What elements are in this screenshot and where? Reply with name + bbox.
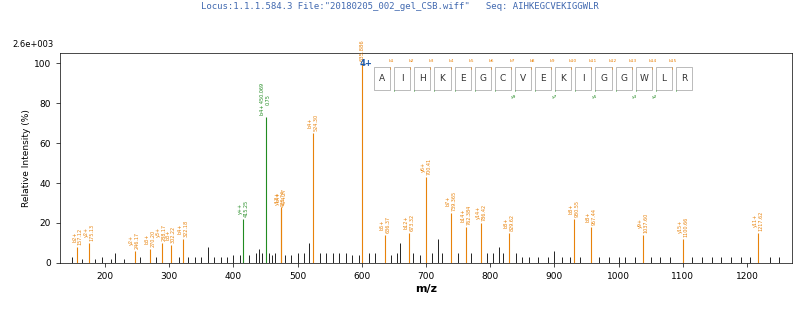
Text: G: G: [620, 74, 627, 83]
Text: y14+
786.42: y14+ 786.42: [476, 204, 487, 221]
Text: b12+
673.32: b12+ 673.32: [403, 214, 414, 231]
Text: b4: b4: [449, 59, 454, 63]
Text: b8+
829.62: b8+ 829.62: [504, 214, 514, 231]
Y-axis label: Relative Intensity (%): Relative Intensity (%): [22, 109, 31, 207]
Text: b12: b12: [609, 59, 617, 63]
Text: b2+
157.12: b2+ 157.12: [72, 228, 83, 245]
Text: H: H: [419, 74, 426, 83]
Text: W: W: [639, 74, 648, 83]
Text: b4+
474.27: b4+ 474.27: [276, 188, 286, 205]
Text: b8: b8: [530, 59, 534, 63]
Text: y9+
1037.60: y9+ 1037.60: [638, 213, 648, 233]
Text: b14: b14: [649, 59, 657, 63]
Bar: [575, 67, 591, 90]
Bar: [434, 67, 450, 90]
Text: b4+ 450.069
0.75: b4+ 450.069 0.75: [260, 83, 271, 115]
Text: b3: b3: [429, 59, 434, 63]
Text: y5: y5: [592, 95, 598, 99]
Text: b15: b15: [669, 59, 677, 63]
Text: b6: b6: [489, 59, 494, 63]
Text: 2.6e+003: 2.6e+003: [13, 40, 54, 49]
Text: b9: b9: [550, 59, 555, 63]
Text: b4+
524.30: b4+ 524.30: [308, 114, 318, 131]
Text: b5+
636.37: b5+ 636.37: [380, 216, 390, 233]
Text: A: A: [379, 74, 385, 83]
Text: y6+
700.41: y6+ 700.41: [421, 158, 432, 175]
Bar: [454, 67, 470, 90]
Text: L: L: [662, 74, 666, 83]
Text: I: I: [401, 74, 403, 83]
Bar: [676, 67, 692, 90]
Text: b13: b13: [629, 59, 637, 63]
Text: b8+
930.55: b8+ 930.55: [569, 200, 579, 217]
Bar: [394, 67, 410, 90]
Text: E: E: [460, 74, 466, 83]
Text: y3+
288.17: y3+ 288.17: [156, 224, 167, 241]
Text: y2: y2: [652, 95, 658, 99]
Bar: [636, 67, 652, 90]
Text: b7+
739.365: b7+ 739.365: [446, 191, 457, 211]
Text: b4+
322.18: b4+ 322.18: [178, 220, 189, 237]
Text: 4+: 4+: [359, 59, 373, 68]
Text: b7: b7: [509, 59, 514, 63]
Text: E: E: [540, 74, 546, 83]
Text: b10: b10: [568, 59, 577, 63]
Text: y2+
246.17: y2+ 246.17: [129, 232, 140, 249]
Text: y11+
1217.62: y11+ 1217.62: [753, 211, 764, 231]
Text: 635.886: 635.886: [359, 39, 364, 61]
Bar: [495, 67, 511, 90]
Text: Locus:1.1.1.584.3 File:"20180205_002_gel_CSB.wiff"   Seq: AIHKEGCVEKIGGWLR: Locus:1.1.1.584.3 File:"20180205_002_gel…: [201, 2, 599, 11]
Text: y9: y9: [511, 95, 517, 99]
Text: b5: b5: [469, 59, 474, 63]
Bar: [656, 67, 672, 90]
Text: y7: y7: [551, 95, 557, 99]
Text: b3+
302.22: b3+ 302.22: [165, 226, 176, 243]
Text: y++
415.25: y++ 415.25: [238, 200, 249, 217]
Bar: [535, 67, 551, 90]
Bar: [615, 67, 632, 90]
Text: y2+
175.13: y2+ 175.13: [83, 224, 94, 241]
Text: y15+
1100.66: y15+ 1100.66: [678, 217, 689, 237]
Text: b3+
270.20: b3+ 270.20: [145, 230, 155, 247]
Bar: [555, 67, 571, 90]
Bar: [515, 67, 531, 90]
Text: y3: y3: [632, 95, 638, 99]
Text: G: G: [479, 74, 486, 83]
Text: b11: b11: [588, 59, 597, 63]
Text: b8+
957.44: b8+ 957.44: [586, 208, 597, 225]
Text: b2: b2: [409, 59, 414, 63]
Text: y17+
473.74: y17+ 473.74: [275, 190, 286, 207]
Bar: [414, 67, 430, 90]
Text: R: R: [681, 74, 687, 83]
Text: K: K: [560, 74, 566, 83]
Bar: [374, 67, 390, 90]
Text: V: V: [520, 74, 526, 83]
Text: G: G: [600, 74, 607, 83]
Bar: [595, 67, 611, 90]
Text: b1: b1: [388, 59, 394, 63]
Text: I: I: [582, 74, 585, 83]
Text: C: C: [500, 74, 506, 83]
Bar: [474, 67, 490, 90]
X-axis label: m/z: m/z: [415, 284, 437, 294]
Text: b14+
762.384: b14+ 762.384: [461, 205, 471, 225]
Text: K: K: [439, 74, 446, 83]
